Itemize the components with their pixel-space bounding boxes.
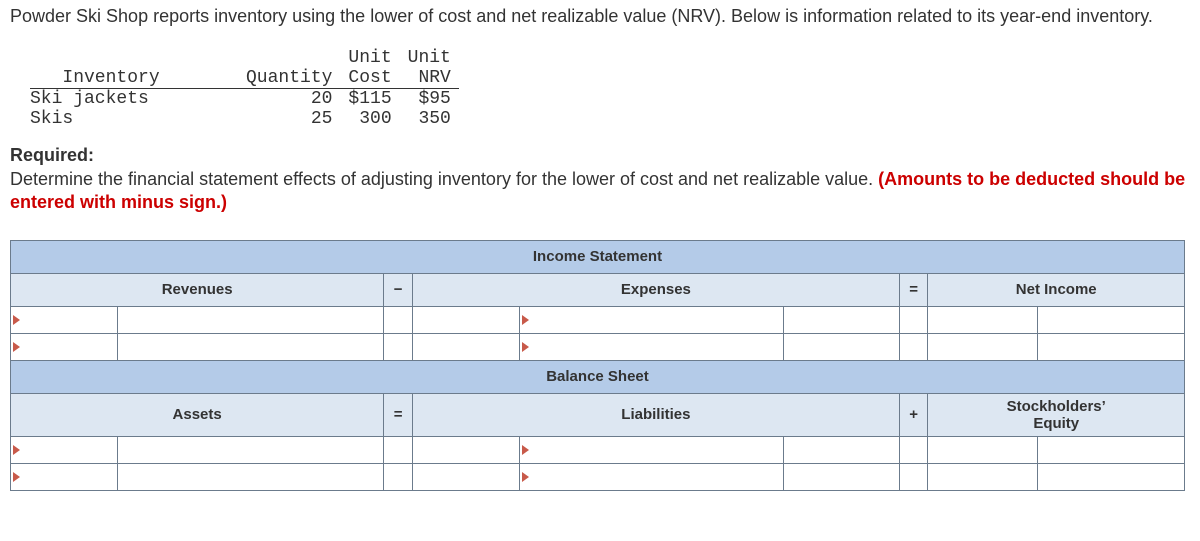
net-income-header: Net Income	[928, 273, 1185, 306]
chevron-right-icon	[13, 445, 20, 455]
equity-header: Stockholders’Equity	[928, 393, 1185, 436]
financial-statement-table: Income Statement Revenues − Expenses = N…	[10, 240, 1185, 491]
net-income-left[interactable]	[928, 306, 1038, 333]
inventory-row: Ski jackets 20 $115 $95	[30, 89, 459, 110]
chevron-right-icon	[522, 445, 529, 455]
required-label: Required:	[10, 145, 94, 165]
equity-input[interactable]	[1038, 436, 1185, 463]
liability-account-input[interactable]	[519, 463, 784, 490]
problem-intro: Powder Ski Shop reports inventory using …	[10, 5, 1190, 28]
expense-account-input[interactable]	[519, 306, 784, 333]
chevron-right-icon	[13, 342, 20, 352]
inventory-table: Unit Unit Inventory Quantity Cost NRV Sk…	[30, 48, 459, 129]
liability-amount-input[interactable]	[412, 436, 519, 463]
col-unit-cost-top: Unit	[340, 48, 399, 68]
asset-amount-input[interactable]	[118, 463, 384, 490]
expense-account-input[interactable]	[519, 333, 784, 360]
col-unit-nrv-top: Unit	[400, 48, 459, 68]
col-unit-nrv-bot: NRV	[400, 68, 459, 89]
chevron-right-icon	[13, 315, 20, 325]
equity-left[interactable]	[928, 436, 1038, 463]
equals-sign: =	[899, 273, 928, 306]
revenues-header: Revenues	[11, 273, 384, 306]
expenses-header: Expenses	[412, 273, 899, 306]
equity-input[interactable]	[1038, 463, 1185, 490]
revenue-account-input[interactable]	[11, 333, 118, 360]
revenue-account-input[interactable]	[11, 306, 118, 333]
equals-cell	[899, 306, 928, 333]
equals-sign: =	[384, 393, 413, 436]
equity-left[interactable]	[928, 463, 1038, 490]
expense-amount-input[interactable]	[412, 306, 519, 333]
asset-account-input[interactable]	[11, 436, 118, 463]
plus-sign: +	[899, 393, 928, 436]
income-statement-header: Income Statement	[11, 240, 1185, 273]
expense-value-input[interactable]	[784, 306, 900, 333]
net-income-left[interactable]	[928, 333, 1038, 360]
asset-amount-input[interactable]	[118, 436, 384, 463]
chevron-right-icon	[522, 472, 529, 482]
asset-account-input[interactable]	[11, 463, 118, 490]
chevron-right-icon	[522, 315, 529, 325]
assets-header: Assets	[11, 393, 384, 436]
col-inventory: Inventory	[30, 68, 238, 89]
required-text: Determine the financial statement effect…	[10, 169, 878, 189]
revenue-amount-input[interactable]	[118, 333, 384, 360]
col-quantity: Quantity	[238, 68, 340, 89]
balance-sheet-header: Balance Sheet	[11, 360, 1185, 393]
chevron-right-icon	[13, 472, 20, 482]
inventory-row: Skis 25 300 350	[30, 109, 459, 129]
minus-sign: −	[384, 273, 413, 306]
chevron-right-icon	[522, 342, 529, 352]
liability-value-input[interactable]	[784, 463, 900, 490]
revenue-amount-input[interactable]	[118, 306, 384, 333]
expense-amount-input[interactable]	[412, 333, 519, 360]
liability-value-input[interactable]	[784, 436, 900, 463]
required-block: Required: Determine the financial statem…	[10, 144, 1190, 214]
minus-cell	[384, 306, 413, 333]
net-income-input[interactable]	[1038, 306, 1185, 333]
liability-account-input[interactable]	[519, 436, 784, 463]
net-income-input[interactable]	[1038, 333, 1185, 360]
liabilities-header: Liabilities	[412, 393, 899, 436]
expense-value-input[interactable]	[784, 333, 900, 360]
liability-amount-input[interactable]	[412, 463, 519, 490]
col-unit-cost-bot: Cost	[340, 68, 399, 89]
